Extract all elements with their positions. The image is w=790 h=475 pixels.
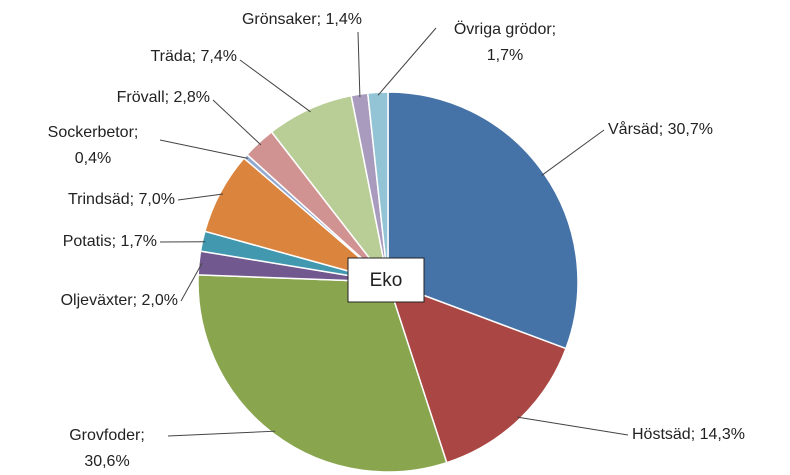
data-label-line: Sockerbetor; — [48, 124, 139, 141]
data-label-line: Oljeväxter; 2,0% — [61, 292, 178, 309]
leader-line — [357, 31, 361, 98]
data-label-line: Frövall; 2,8% — [117, 89, 210, 106]
center-box — [347, 257, 425, 303]
data-label-line: Övriga grödor; — [454, 20, 556, 38]
data-label: Träda; 7,4% — [150, 48, 237, 65]
leader-line — [212, 99, 262, 146]
leader-line — [377, 27, 437, 96]
leader-line — [177, 193, 224, 201]
leader-line — [159, 139, 248, 159]
data-label: Övriga grödor; 1,7% — [454, 20, 556, 64]
leader-line — [239, 59, 311, 113]
leader-line — [541, 129, 605, 176]
data-label-line: Grovfoder; — [69, 427, 145, 444]
data-label-line: 1,7% — [487, 47, 523, 64]
leader-line — [180, 262, 203, 302]
data-label-line: Trindsäd; 7,0% — [68, 191, 175, 208]
data-label-line: Träda; 7,4% — [150, 48, 237, 65]
data-label: Sockerbetor; 0,4% — [48, 124, 139, 167]
data-label-line: Potatis; 1,7% — [63, 233, 157, 250]
leader-line — [167, 430, 276, 437]
data-label-line: Höstsäd; 14,3% — [632, 426, 745, 443]
pie-slice — [366, 91, 389, 283]
data-label-line: 0,4% — [75, 150, 111, 167]
data-label: Trindsäd; 7,0% — [68, 191, 175, 208]
data-label: Potatis; 1,7% — [63, 233, 157, 250]
data-label-line: Vårsäd; 30,7% — [608, 120, 713, 138]
data-label: Höstsäd; 14,3% — [632, 426, 745, 443]
data-label: Grönsaker; 1,4% — [242, 11, 362, 28]
data-label: Frövall; 2,8% — [117, 89, 210, 106]
center-label: Eko — [370, 270, 403, 291]
leader-line — [517, 416, 629, 436]
data-label: Vårsäd; 30,7% — [608, 120, 713, 138]
data-label-line: 30,6% — [84, 453, 129, 470]
labels: Vårsäd; 30,7% Höstsäd; 14,3% Grovfoder; 30,… — [48, 11, 745, 470]
pie — [197, 91, 579, 473]
data-label: Oljeväxter; 2,0% — [61, 292, 178, 309]
data-label-line: Grönsaker; 1,4% — [242, 11, 362, 28]
data-label: Grovfoder; 30,6% — [69, 427, 145, 470]
pie-slice — [197, 274, 448, 473]
